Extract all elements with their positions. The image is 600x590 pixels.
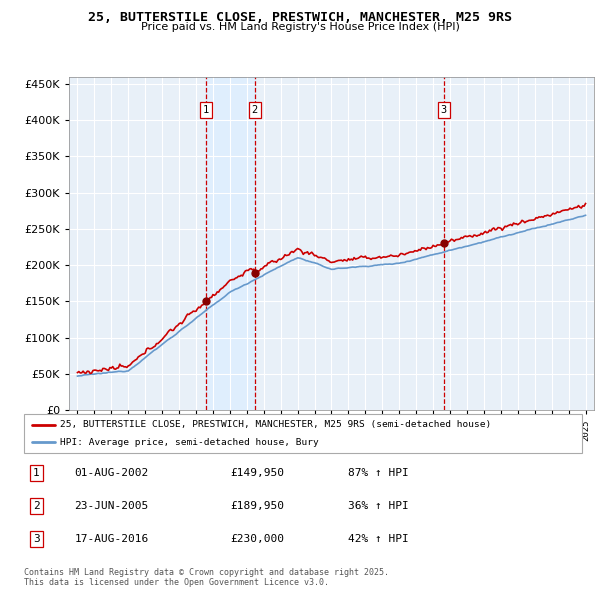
Text: HPI: Average price, semi-detached house, Bury: HPI: Average price, semi-detached house,… [60,438,319,447]
Text: 1: 1 [203,105,209,115]
Text: £230,000: £230,000 [230,534,284,544]
Text: 25, BUTTERSTILE CLOSE, PRESTWICH, MANCHESTER, M25 9RS: 25, BUTTERSTILE CLOSE, PRESTWICH, MANCHE… [88,11,512,24]
Text: 87% ↑ HPI: 87% ↑ HPI [347,468,409,478]
Text: 23-JUN-2005: 23-JUN-2005 [74,501,148,511]
Text: Price paid vs. HM Land Registry's House Price Index (HPI): Price paid vs. HM Land Registry's House … [140,22,460,32]
Text: 1: 1 [33,468,40,478]
Text: 17-AUG-2016: 17-AUG-2016 [74,534,148,544]
Bar [206,77,255,410]
FancyBboxPatch shape [24,414,582,453]
Text: 36% ↑ HPI: 36% ↑ HPI [347,501,409,511]
Text: 2: 2 [251,105,258,115]
Text: £149,950: £149,950 [230,468,284,478]
Text: Contains HM Land Registry data © Crown copyright and database right 2025.
This d: Contains HM Land Registry data © Crown c… [24,568,389,587]
Text: 2: 2 [33,501,40,511]
Text: £189,950: £189,950 [230,501,284,511]
Text: 42% ↑ HPI: 42% ↑ HPI [347,534,409,544]
Text: 01-AUG-2002: 01-AUG-2002 [74,468,148,478]
Text: 3: 3 [440,105,447,115]
Text: 3: 3 [33,534,40,544]
Text: 25, BUTTERSTILE CLOSE, PRESTWICH, MANCHESTER, M25 9RS (semi-detached house): 25, BUTTERSTILE CLOSE, PRESTWICH, MANCHE… [60,420,491,429]
